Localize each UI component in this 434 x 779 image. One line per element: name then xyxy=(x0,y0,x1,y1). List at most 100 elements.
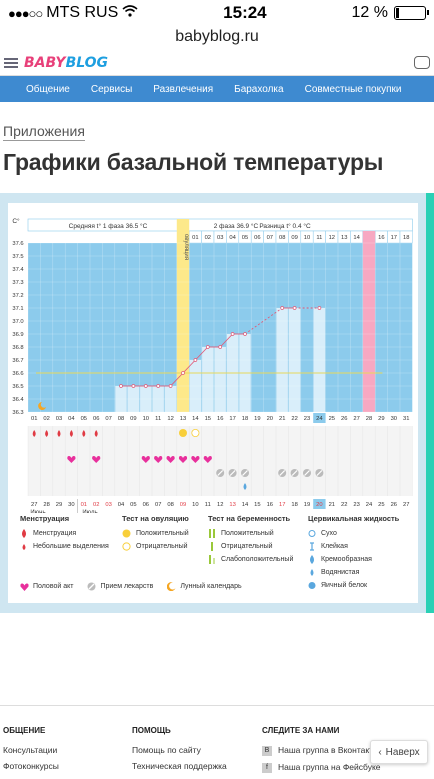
legend-label: Кремообразная xyxy=(321,556,372,563)
legend-label: Отрицательный xyxy=(136,543,188,550)
temperature-point xyxy=(317,306,322,310)
y-tick-label: 37.2 xyxy=(12,293,23,299)
y-tick-label: 37.3 xyxy=(12,280,23,286)
intercourse-heart xyxy=(67,455,76,463)
nav-item-obshchenie[interactable]: Общение xyxy=(26,83,70,95)
menstruation-drop xyxy=(94,430,98,437)
date-label: 02 xyxy=(93,502,99,508)
cycle-day-label: 12 xyxy=(167,416,173,422)
side-accent xyxy=(426,193,434,613)
cycle-day-label: 07 xyxy=(105,416,111,422)
header-day-label: 03 xyxy=(217,235,223,241)
temperature-point xyxy=(193,358,198,362)
ovulation-test-positive xyxy=(179,429,187,437)
legend-label: Отрицательный xyxy=(221,543,273,550)
date-label: 03 xyxy=(105,502,111,508)
nav-item-razvlecheniya[interactable]: Развлечения xyxy=(153,83,214,95)
header-day-label: 04 xyxy=(229,235,236,241)
menstruation-drop xyxy=(45,430,49,437)
footer-link[interactable]: f Наша группа на Фейсбуке xyxy=(262,762,381,773)
cycle-day-label: 13 xyxy=(180,416,186,422)
date-label: 27 xyxy=(403,502,409,508)
menu-icon[interactable] xyxy=(4,57,18,68)
y-tick-label: 36.9 xyxy=(12,332,23,338)
header-day-label: 05 xyxy=(242,235,248,241)
date-label: 01 xyxy=(81,502,87,508)
highlight-column xyxy=(362,231,376,412)
temperature-point xyxy=(280,306,285,310)
moon-icon xyxy=(167,582,176,591)
y-tick-label: 36.5 xyxy=(12,384,23,390)
cycle-day-label: 21 xyxy=(279,416,285,422)
nav-item-sovmestnye-pokupki[interactable]: Совместные покупки xyxy=(304,83,402,95)
legend-title: Цервикальная жидкость xyxy=(308,514,400,523)
date-label: 30 xyxy=(68,502,74,508)
date-label: 22 xyxy=(341,502,347,508)
nav-item-barakholka[interactable]: Барахолка xyxy=(234,83,284,95)
date-label: 27 xyxy=(31,502,37,508)
watery-icon xyxy=(310,569,314,576)
sticky-icon xyxy=(310,542,314,551)
date-label: 21 xyxy=(329,502,335,508)
menstruation-drop xyxy=(69,430,73,437)
y-tick-label: 37.4 xyxy=(12,267,24,273)
date-label: 09 xyxy=(180,502,186,508)
y-tick-label: 36.4 xyxy=(12,397,24,403)
phase1-label: Средняя t° 1 фаза 36.5 °C xyxy=(69,222,148,230)
messages-icon[interactable] xyxy=(414,56,430,69)
footer-link[interactable]: В Наша группа в Вконтакте xyxy=(262,745,381,756)
status-bar: ●●●○○ MTS RUS 15:24 12 % xyxy=(0,0,434,26)
medication-pill-line xyxy=(217,470,224,476)
legend-label: Лунный календарь xyxy=(180,583,242,590)
footer-heading: ОБЩЕНИЕ xyxy=(3,726,46,735)
header-day-label: 13 xyxy=(341,235,347,241)
breadcrumb[interactable]: Приложения xyxy=(3,123,85,141)
legend-pregnancy-test: Тест на беременность Положительный Отриц… xyxy=(208,514,293,566)
small-drop-icon xyxy=(22,544,26,550)
faint-lines-icon xyxy=(209,555,215,564)
header-day-label: 10 xyxy=(304,235,310,241)
medication-pill-line xyxy=(242,470,248,476)
temperature-point xyxy=(230,332,235,336)
footer-link[interactable]: Фотоконкурсы xyxy=(3,761,59,771)
month-label: Июнь xyxy=(30,510,45,513)
header-day-label: 02 xyxy=(205,235,211,241)
date-label: 17 xyxy=(279,502,285,508)
cycle-day-label: 19 xyxy=(254,416,260,422)
temperature-point xyxy=(131,384,136,388)
cycle-day-label: 15 xyxy=(205,416,211,422)
url-bar[interactable]: babyblog.ru xyxy=(175,28,259,45)
y-tick-label: 37.0 xyxy=(12,319,23,325)
date-label: 11 xyxy=(205,502,211,508)
footer-link[interactable]: Помощь по сайту xyxy=(132,745,201,755)
site-logo[interactable]: BABYBLOG xyxy=(24,54,109,71)
y-tick-label: 37.5 xyxy=(12,254,23,260)
temperature-bar xyxy=(313,308,326,412)
temperature-bar xyxy=(140,386,152,412)
intercourse-heart xyxy=(166,455,175,463)
medication-pill-line xyxy=(304,470,310,476)
date-label: 04 xyxy=(118,502,125,508)
positive-circle-icon xyxy=(122,529,131,538)
nav-item-servisy[interactable]: Сервисы xyxy=(90,83,133,95)
date-label: 23 xyxy=(353,502,359,508)
temperature-line xyxy=(195,346,209,361)
one-line-icon xyxy=(211,542,213,551)
site-footer: ОБЩЕНИЕ Консультации Фотоконкурсы ПОМОЩЬ… xyxy=(0,705,434,773)
legend-title: Менструация xyxy=(20,514,70,523)
cycle-day-label: 31 xyxy=(403,416,409,422)
battery-percent: 12 % xyxy=(351,4,388,21)
footer-link[interactable]: Консультации xyxy=(3,745,58,755)
heart-icon xyxy=(20,582,29,591)
temperature-line xyxy=(170,372,184,387)
scroll-to-top-button[interactable]: ‹ Наверх xyxy=(370,740,428,764)
date-label: 20 xyxy=(316,502,322,508)
current-date-marker xyxy=(313,499,326,509)
y-tick-label: 36.6 xyxy=(12,371,23,377)
temperature-point xyxy=(218,345,223,349)
battery-level xyxy=(396,8,400,18)
legend-label: Половой акт xyxy=(33,583,74,590)
cycle-day-label: 23 xyxy=(304,416,310,422)
header-day-label: 08 xyxy=(279,235,285,241)
footer-link[interactable]: Техническая поддержка xyxy=(132,761,227,771)
